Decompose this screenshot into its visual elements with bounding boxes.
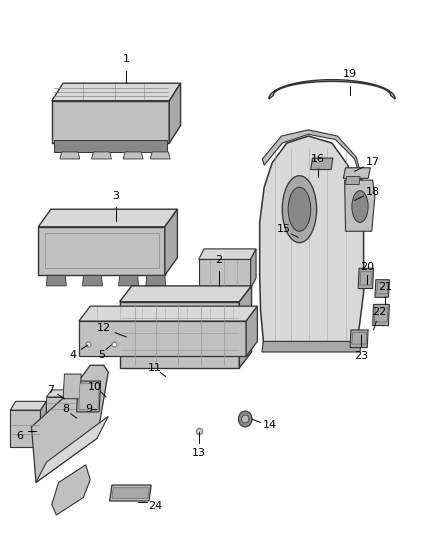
Polygon shape (38, 227, 165, 276)
Text: 16: 16 (311, 154, 325, 164)
Polygon shape (262, 342, 361, 352)
Polygon shape (119, 276, 138, 286)
Text: 15: 15 (277, 224, 291, 235)
Polygon shape (10, 410, 40, 447)
Polygon shape (345, 180, 375, 231)
Polygon shape (165, 209, 177, 276)
Circle shape (288, 187, 311, 231)
Polygon shape (78, 390, 83, 418)
Polygon shape (262, 130, 364, 189)
Polygon shape (36, 416, 108, 482)
Polygon shape (374, 308, 388, 322)
Polygon shape (150, 152, 170, 159)
Text: 18: 18 (366, 187, 380, 197)
Polygon shape (63, 374, 81, 399)
Polygon shape (32, 365, 108, 482)
Polygon shape (373, 304, 389, 326)
Text: 7: 7 (47, 385, 54, 395)
Polygon shape (199, 249, 256, 260)
Polygon shape (360, 272, 372, 285)
Polygon shape (358, 268, 374, 288)
Polygon shape (79, 384, 99, 409)
Polygon shape (52, 83, 180, 101)
Polygon shape (343, 168, 371, 179)
Polygon shape (46, 390, 83, 397)
Polygon shape (199, 260, 251, 288)
Polygon shape (77, 381, 101, 412)
Polygon shape (79, 306, 258, 321)
Text: 20: 20 (360, 262, 374, 271)
Polygon shape (79, 321, 246, 357)
Polygon shape (40, 401, 46, 447)
Ellipse shape (242, 415, 249, 423)
Text: 13: 13 (192, 448, 206, 458)
Text: 23: 23 (354, 351, 368, 361)
Polygon shape (170, 83, 180, 143)
Text: 3: 3 (113, 191, 120, 201)
Ellipse shape (238, 411, 252, 427)
Text: 4: 4 (70, 350, 77, 360)
Polygon shape (46, 397, 78, 418)
Polygon shape (260, 136, 364, 350)
Text: 24: 24 (148, 501, 163, 511)
Polygon shape (350, 330, 368, 348)
Text: 10: 10 (88, 382, 102, 392)
Text: 12: 12 (97, 323, 111, 333)
Polygon shape (120, 302, 239, 368)
Circle shape (282, 176, 317, 243)
Polygon shape (123, 152, 143, 159)
Polygon shape (52, 101, 170, 143)
Polygon shape (375, 280, 389, 297)
Text: 5: 5 (98, 350, 105, 360)
Polygon shape (112, 488, 150, 498)
Polygon shape (268, 79, 395, 99)
Polygon shape (10, 401, 46, 410)
Polygon shape (54, 141, 167, 152)
Text: 14: 14 (262, 420, 277, 430)
Text: 2: 2 (215, 255, 223, 265)
Polygon shape (46, 276, 66, 286)
Text: 17: 17 (366, 157, 380, 167)
Polygon shape (120, 286, 251, 302)
Polygon shape (82, 276, 102, 286)
Polygon shape (239, 286, 251, 368)
Polygon shape (110, 485, 151, 501)
Circle shape (352, 191, 368, 222)
Polygon shape (92, 152, 111, 159)
Text: 22: 22 (372, 308, 387, 317)
Text: 1: 1 (123, 54, 130, 64)
Text: 8: 8 (62, 405, 69, 414)
Polygon shape (60, 152, 80, 159)
Polygon shape (352, 333, 367, 344)
Polygon shape (311, 158, 333, 169)
Polygon shape (52, 465, 90, 515)
Polygon shape (377, 282, 388, 294)
Text: 9: 9 (85, 405, 92, 414)
Polygon shape (38, 209, 177, 227)
Text: 11: 11 (148, 363, 162, 373)
Polygon shape (146, 276, 166, 286)
Polygon shape (346, 176, 360, 184)
Polygon shape (246, 306, 258, 357)
Text: 19: 19 (343, 69, 357, 79)
Text: 21: 21 (378, 282, 392, 292)
Polygon shape (251, 249, 256, 288)
Text: 6: 6 (17, 431, 24, 441)
